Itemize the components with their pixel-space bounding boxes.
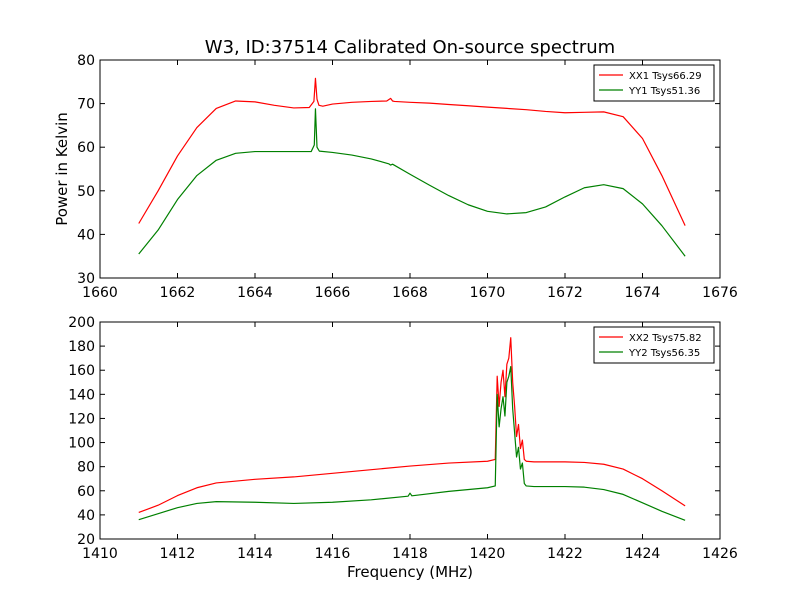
legend-entry: YY2 Tsys56.35 <box>628 348 700 359</box>
x-tick-label: 1666 <box>315 285 351 301</box>
x-tick-label: 1662 <box>160 285 196 301</box>
y-tick-label: 50 <box>77 184 95 200</box>
y-tick-label: 180 <box>68 339 95 355</box>
y-tick-label: 160 <box>68 363 95 379</box>
x-tick-label: 1418 <box>392 546 428 562</box>
x-tick-label: 1422 <box>547 546 583 562</box>
x-tick-label: 1664 <box>237 285 273 301</box>
y-tick-label: 140 <box>68 387 95 403</box>
x-tick-label: 1668 <box>392 285 428 301</box>
x-tick-label: 1412 <box>160 546 196 562</box>
y-tick-label: 100 <box>68 436 95 452</box>
legend: XX2 Tsys75.82 YY2 Tsys56.35 <box>593 326 715 364</box>
x-tick-label: 1426 <box>702 546 738 562</box>
x-tick-label: 1416 <box>315 546 351 562</box>
legend-entry: YY1 Tsys51.36 <box>628 86 700 97</box>
x-tick-label: 1414 <box>237 546 273 562</box>
x-tick-label: 1420 <box>470 546 506 562</box>
series-line-0-1 <box>138 108 686 257</box>
bottom-panel: 1410 1412 1414 1416 1418 1420 1422 1424 1426 20 40… <box>68 315 738 562</box>
x-tick-label: 1410 <box>82 546 118 562</box>
legend-entry: XX1 Tsys66.29 <box>629 71 702 82</box>
y-tick-label: 60 <box>77 140 95 156</box>
y-axis-label: Power in Kelvin <box>53 112 71 226</box>
x-axis-label: Frequency (MHz) <box>347 563 473 581</box>
series-line-1-0 <box>138 337 686 514</box>
x-tick-label: 1660 <box>82 285 118 301</box>
x-tick-label: 1674 <box>625 285 661 301</box>
top-panel: 1660 1662 1664 1666 1668 1670 1672 1674 1676 30 40… <box>77 53 738 301</box>
y-tick-label: 30 <box>77 271 95 287</box>
y-tick-label: 80 <box>77 53 95 69</box>
legend-entry: XX2 Tsys75.82 <box>629 333 702 344</box>
x-tick-label: 1672 <box>547 285 583 301</box>
legend-box <box>593 64 715 102</box>
y-tick-label: 40 <box>77 508 95 524</box>
series-line-1-1 <box>138 366 686 521</box>
y-tick-label: 60 <box>77 484 95 500</box>
y-tick-label: 20 <box>77 532 95 548</box>
legend: XX1 Tsys66.29 YY1 Tsys51.36 <box>593 64 715 102</box>
legend-box <box>593 326 715 364</box>
chart-title: W3, ID:37514 Calibrated On-source spectr… <box>205 37 615 58</box>
series-line-0-0 <box>138 77 686 226</box>
x-tick-label: 1676 <box>702 285 738 301</box>
y-tick-label: 80 <box>77 460 95 476</box>
x-tick-label: 1670 <box>470 285 506 301</box>
x-tick-label: 1424 <box>625 546 661 562</box>
y-tick-label: 40 <box>77 227 95 243</box>
y-tick-label: 120 <box>68 411 95 427</box>
y-tick-label: 200 <box>68 315 95 331</box>
y-tick-label: 70 <box>77 97 95 113</box>
